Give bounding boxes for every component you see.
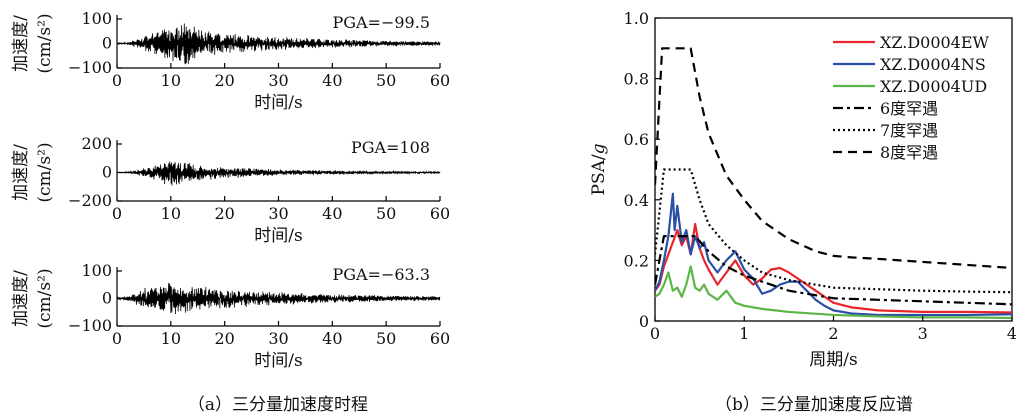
x-tick-label: 20 bbox=[214, 204, 234, 223]
series-line-5 bbox=[655, 47, 1012, 270]
y-axis-title-line1: 加速度/ bbox=[11, 270, 31, 327]
x-tick-label: 60 bbox=[430, 329, 450, 348]
y-axis-title-line2: (cm/s²) bbox=[35, 142, 55, 202]
x-tick-label: 40 bbox=[322, 71, 342, 90]
x-axis-title: 周期/s bbox=[809, 350, 857, 370]
x-tick-label: 10 bbox=[161, 204, 181, 223]
y-tick-label: −200 bbox=[68, 191, 112, 210]
legend-label-3: 6度罕遇 bbox=[880, 99, 938, 118]
legend-label-1: XZ.D0004NS bbox=[880, 55, 986, 74]
y-axis-title-line2: (cm/s²) bbox=[35, 268, 55, 328]
x-tick-label: 0 bbox=[112, 204, 122, 223]
y-tick-label: 0.2 bbox=[624, 251, 649, 270]
x-axis-title: 时间/s bbox=[254, 226, 302, 246]
x-tick-label: 0 bbox=[112, 71, 122, 90]
series-line-3 bbox=[655, 235, 1012, 306]
legend-label-4: 7度罕遇 bbox=[880, 121, 938, 140]
pga-label: PGA=−63.3 bbox=[332, 265, 430, 284]
x-tick-label: 0 bbox=[650, 324, 660, 343]
acceleration-trace-ew bbox=[116, 23, 441, 65]
y-tick-label: 0 bbox=[102, 34, 112, 53]
series-line-0 bbox=[655, 222, 1012, 314]
x-tick-label: 30 bbox=[268, 204, 288, 223]
y-tick-label: 0.6 bbox=[624, 130, 649, 149]
series-line-4 bbox=[655, 168, 1012, 294]
y-tick-label: −100 bbox=[68, 58, 112, 77]
caption-a: （a）三分量加速度时程 bbox=[188, 395, 368, 415]
x-tick-label: 50 bbox=[376, 71, 396, 90]
y-axis-title-main: PSA/ bbox=[589, 154, 609, 195]
y-tick-label: 0 bbox=[102, 289, 112, 308]
x-tick-label: 20 bbox=[214, 329, 234, 348]
pga-label: PGA=−99.5 bbox=[332, 13, 430, 32]
y-axis-title-line1: 加速度/ bbox=[11, 144, 31, 201]
x-tick-label: 2 bbox=[828, 324, 838, 343]
y-tick-label: 0 bbox=[639, 312, 649, 331]
y-axis-title-line2: (cm/s²) bbox=[35, 13, 55, 73]
legend: XZ.D0004EW XZ.D0004NS XZ.D0004UD 6度罕遇 7度罕遇 8度… bbox=[833, 33, 990, 162]
x-tick-label: 10 bbox=[161, 71, 181, 90]
y-tick-label: 100 bbox=[81, 261, 112, 280]
y-tick-label: 0.8 bbox=[624, 70, 649, 89]
caption-b: （b）三分量加速度反应谱 bbox=[715, 395, 913, 415]
legend-label-2: XZ.D0004UD bbox=[880, 77, 987, 96]
x-tick-label: 50 bbox=[376, 204, 396, 223]
x-tick-label: 50 bbox=[376, 329, 396, 348]
y-tick-label: 0.4 bbox=[624, 191, 649, 210]
acceleration-trace-ns bbox=[116, 161, 441, 186]
x-axis-title: 时间/s bbox=[254, 93, 302, 113]
x-tick-label: 4 bbox=[1007, 324, 1016, 343]
x-tick-label: 0 bbox=[112, 329, 122, 348]
y-tick-label: 100 bbox=[81, 9, 112, 28]
pga-label: PGA=108 bbox=[351, 138, 430, 157]
x-tick-label: 40 bbox=[322, 204, 342, 223]
panel-response-spectrum: 0 1 2 3 4 0 0.2 0.4 0.6 0.8 1.0 周期/s PSA/g XZ.D0004EW… bbox=[589, 9, 1016, 370]
x-tick-label: 30 bbox=[268, 71, 288, 90]
y-axis-title-italic: g bbox=[589, 143, 609, 154]
y-tick-label: 1.0 bbox=[624, 9, 649, 28]
x-tick-label: 10 bbox=[161, 329, 181, 348]
x-tick-label: 20 bbox=[214, 71, 234, 90]
spectrum-series bbox=[655, 47, 1012, 320]
x-tick-label: 60 bbox=[430, 204, 450, 223]
x-tick-label: 30 bbox=[268, 329, 288, 348]
acceleration-trace-ud bbox=[116, 283, 441, 314]
series-line-1 bbox=[655, 192, 1012, 317]
x-tick-label: 1 bbox=[739, 324, 749, 343]
y-axis-title-line1: 加速度/ bbox=[11, 15, 31, 72]
legend-label-0: XZ.D0004EW bbox=[880, 33, 990, 52]
y-tick-label: 200 bbox=[81, 134, 112, 153]
x-tick-label: 3 bbox=[918, 324, 928, 343]
y-tick-label: −100 bbox=[68, 316, 112, 335]
x-tick-label: 40 bbox=[322, 329, 342, 348]
legend-label-5: 8度罕遇 bbox=[880, 143, 938, 162]
y-tick-label: 0 bbox=[102, 163, 112, 182]
x-axis-title: 时间/s bbox=[254, 351, 302, 371]
series-line-2 bbox=[655, 265, 1012, 320]
y-axis-title: PSA/g bbox=[589, 143, 609, 195]
x-tick-label: 60 bbox=[430, 71, 450, 90]
